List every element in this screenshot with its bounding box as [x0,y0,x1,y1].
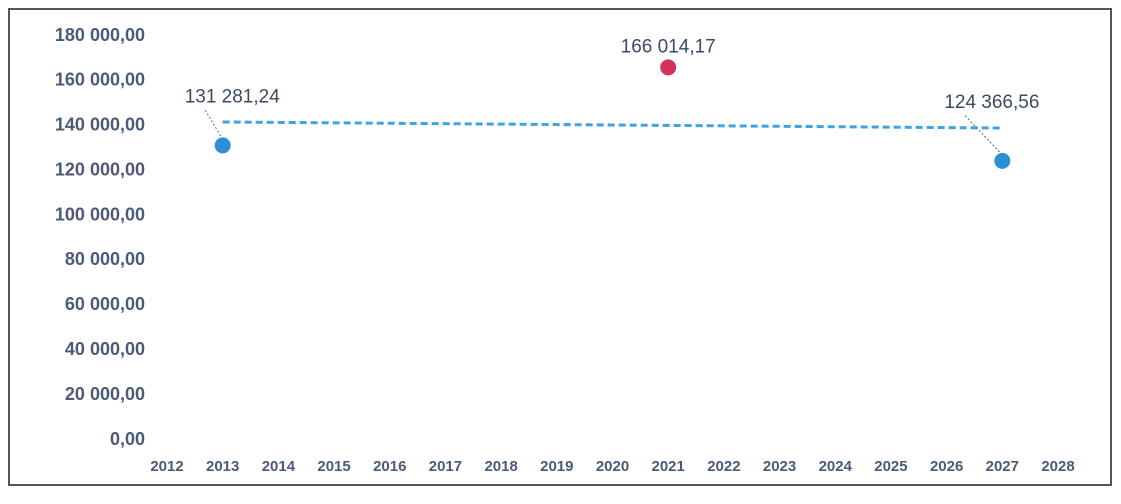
y-tick-label: 40 000,00 [65,339,145,359]
x-tick-label: 2017 [429,458,462,475]
x-tick-label: 2014 [262,458,296,475]
x-tick-label: 2028 [1041,458,1074,475]
x-tick-label: 2022 [707,458,740,475]
y-tick-label: 160 000,00 [55,70,145,90]
point [214,137,231,154]
point [994,152,1011,169]
y-tick-label: 140 000,00 [55,115,145,135]
y-tick-label: 20 000,00 [65,384,145,404]
data-label: 124 366,56 [944,92,1039,113]
data-label: 166 014,17 [621,36,716,57]
x-tick-label: 2019 [540,458,573,475]
label-connector [204,109,224,140]
y-tick-label: 120 000,00 [55,159,145,179]
label-connector [963,114,1003,156]
y-tick-label: 0,00 [110,429,145,449]
x-tick-label: 2023 [763,458,796,475]
x-tick-label: 2026 [930,458,963,475]
y-tick-label: 100 000,00 [55,204,145,224]
chart-frame [8,8,1112,486]
x-tick-label: 2016 [373,458,406,475]
x-tick-label: 2020 [596,458,629,475]
x-tick-label: 2015 [317,458,350,475]
x-tick-label: 2024 [819,458,853,475]
y-tick-label: 60 000,00 [65,294,145,314]
y-tick-label: 180 000,00 [55,25,145,45]
trendline [222,120,1003,130]
x-tick-label: 2018 [484,458,517,475]
x-tick-label: 2025 [874,458,907,475]
y-tick-label: 80 000,00 [65,249,145,269]
x-tick-label: 2021 [652,458,685,475]
x-tick-label: 2013 [206,458,239,475]
data-label: 131 281,24 [185,86,281,107]
x-tick-label: 2027 [986,458,1019,475]
x-tick-label: 2012 [150,458,183,475]
point [660,59,677,76]
